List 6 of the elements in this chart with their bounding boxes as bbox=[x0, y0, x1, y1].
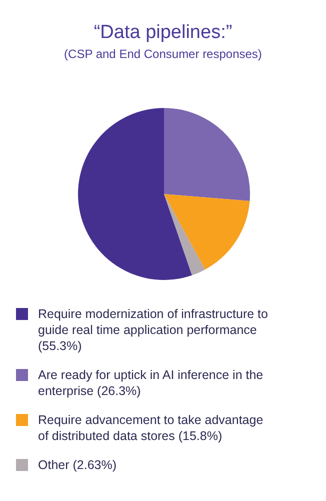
legend-label: Require modernization of infrastructure to guide real time application performance (55.3%) bbox=[38, 306, 268, 354]
legend-label: Are ready for uptick in AI inference in the enterprise (26.3%) bbox=[38, 367, 264, 399]
chart-subtitle: (CSP and End Consumer responses) bbox=[63, 47, 263, 61]
legend-label: Require advancement to take advantage of distributed data stores (15.8%) bbox=[38, 412, 264, 444]
chart-title: “Data pipelines:” bbox=[92, 22, 234, 44]
legend-label: Other (2.63%) bbox=[38, 457, 118, 473]
